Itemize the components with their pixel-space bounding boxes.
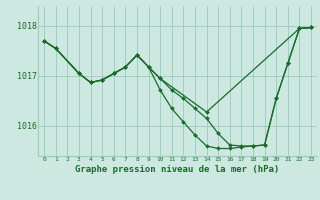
X-axis label: Graphe pression niveau de la mer (hPa): Graphe pression niveau de la mer (hPa)	[76, 165, 280, 174]
